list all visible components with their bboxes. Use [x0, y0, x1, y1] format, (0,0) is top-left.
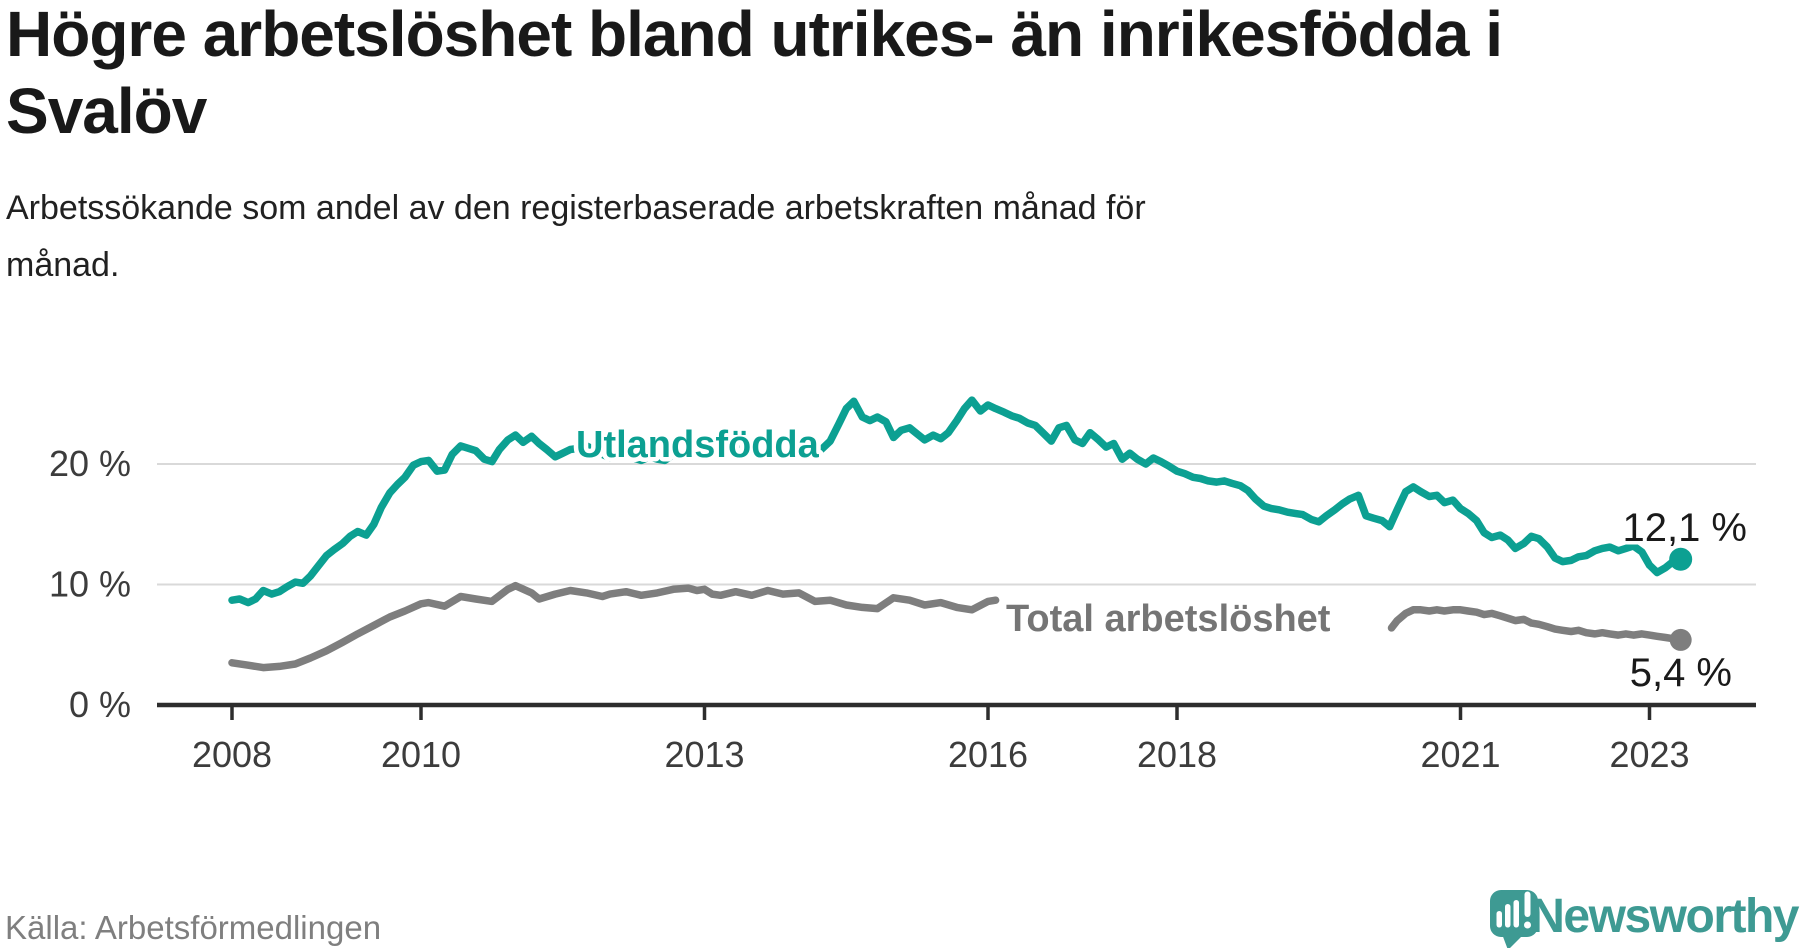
x-tick-label: 2023	[1609, 734, 1689, 775]
source-note: Källa: Arbetsförmedlingen	[5, 909, 382, 946]
chart-title: Högre arbetslöshet bland utrikes- än inr…	[6, 0, 1503, 150]
foreign-born-end-dot	[1669, 547, 1693, 571]
newsworthy-wordmark: Newsworthy	[1530, 890, 1800, 943]
logo-exclamation-bar	[1524, 891, 1531, 917]
total-end-dot	[1669, 628, 1692, 651]
total-end-value: 5,4 %	[1630, 651, 1732, 695]
x-tick-label: 2010	[381, 734, 461, 775]
y-axis-labels: 0 % 10 % 20 %	[49, 443, 131, 725]
logo-bar-small	[1496, 911, 1502, 928]
logo-bubble-tail	[1502, 934, 1524, 948]
x-axis-ticks	[230, 705, 1652, 720]
series-foreign-born-label: Utlandsfödda	[576, 424, 820, 466]
x-tick-label: 2016	[948, 734, 1028, 775]
logo-bar-medium	[1505, 904, 1511, 928]
x-tick-label: 2008	[192, 734, 272, 775]
chart-subtitle-line1: Arbetssökande som andel av den registerb…	[6, 189, 1146, 227]
y-tick-label: 20 %	[49, 443, 131, 484]
chart-subtitle-line2: månad.	[6, 246, 120, 284]
y-tick-label: 0 %	[69, 684, 131, 725]
series-total-label: Total arbetslöshet	[1006, 598, 1331, 640]
chart-subtitle: Arbetssökande som andel av den registerb…	[6, 180, 1146, 294]
foreign-born-end-value: 12,1 %	[1622, 506, 1747, 550]
logo-exclamation-dot	[1524, 921, 1531, 929]
logo-bar-tall	[1513, 900, 1519, 928]
chart-title-line2: Svalöv	[6, 75, 207, 147]
x-axis-tick-labels: 2008 2010 2013 2016 2018 2021 2023	[192, 734, 1690, 775]
y-tick-label: 10 %	[49, 564, 131, 605]
series-total-unemployment-line-segment1	[228, 581, 1000, 672]
series-foreign-born-line	[228, 396, 1685, 607]
x-tick-label: 2021	[1420, 734, 1500, 775]
chart-title-line1: Högre arbetslöshet bland utrikes- än inr…	[6, 0, 1503, 70]
x-tick-label: 2013	[664, 734, 744, 775]
x-tick-label: 2018	[1137, 734, 1217, 775]
newsworthy-logo-icon	[1490, 890, 1538, 948]
series-total-unemployment-line-segment2	[1387, 606, 1685, 644]
newsworthy-logo: Newsworthy	[1490, 890, 1800, 948]
